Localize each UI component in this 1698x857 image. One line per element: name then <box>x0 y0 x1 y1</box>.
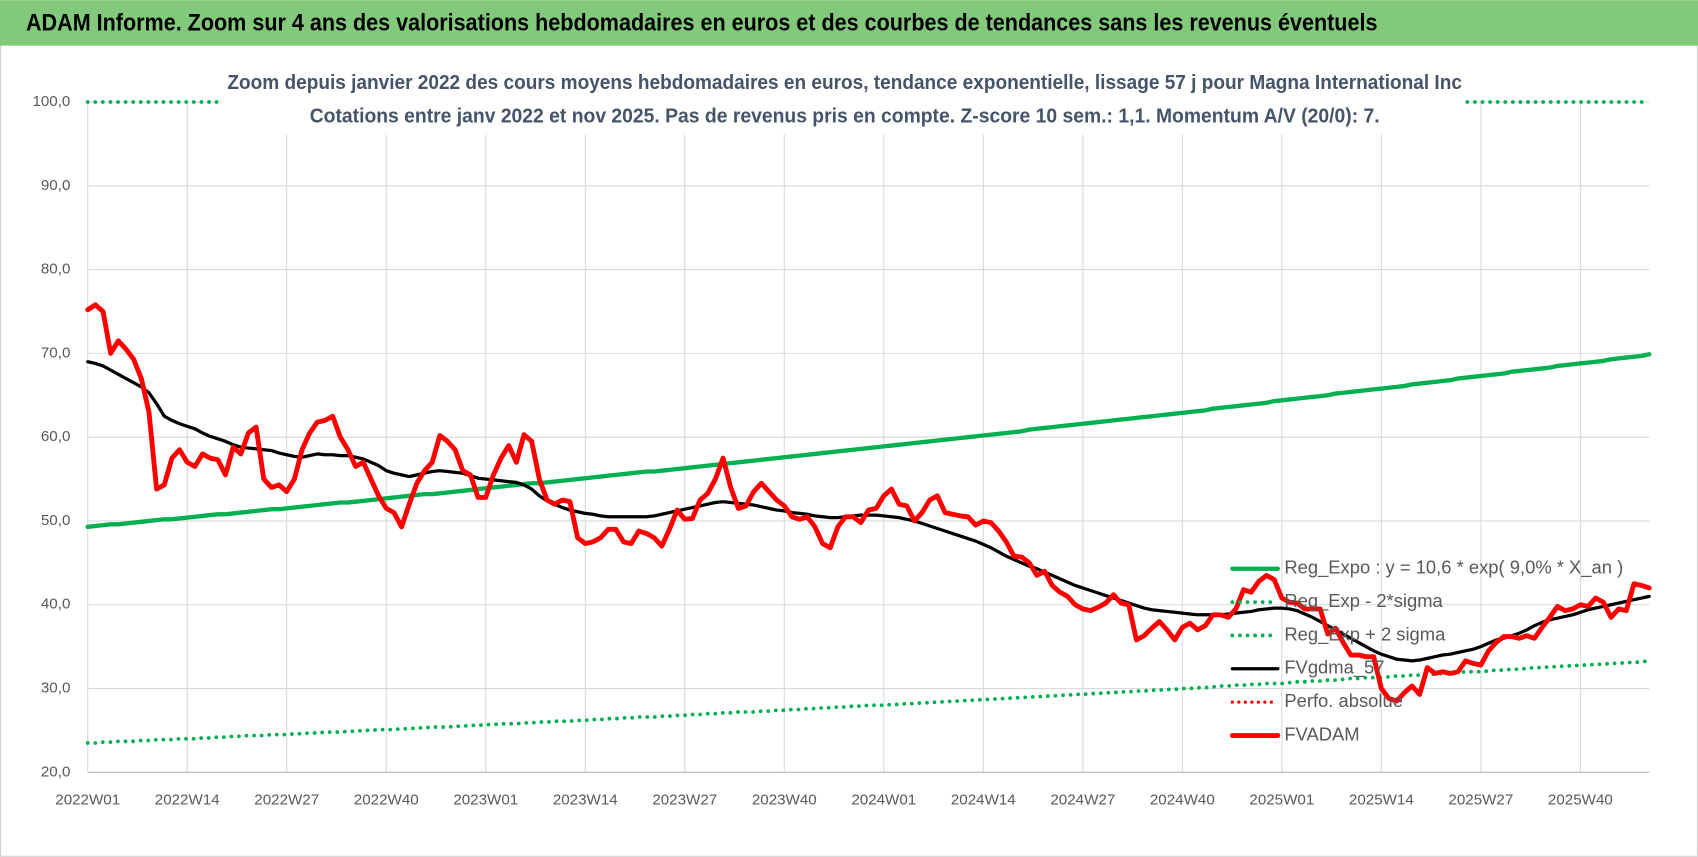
chart-subtitle: Cotations entre janv 2022 et nov 2025. P… <box>310 105 1380 128</box>
y-tick-label: 70,0 <box>41 344 71 361</box>
y-tick-label: 50,0 <box>41 512 71 529</box>
x-tick-label: 2025W40 <box>1548 791 1613 808</box>
x-tick-label: 2023W01 <box>453 791 518 808</box>
y-tick-label: 30,0 <box>41 680 71 697</box>
legend-label: Reg_Exp + 2 sigma <box>1284 623 1446 645</box>
x-tick-label: 2025W01 <box>1249 791 1314 808</box>
x-tick-label: 2023W14 <box>553 791 618 808</box>
legend-label: Reg_Exp - 2*sigma <box>1284 590 1443 612</box>
banner-bar <box>0 0 1698 46</box>
x-tick-label: 2024W01 <box>851 791 916 808</box>
y-tick-label: 80,0 <box>41 261 71 278</box>
x-tick-label: 2023W27 <box>652 791 717 808</box>
y-tick-label: 60,0 <box>41 428 71 445</box>
x-tick-label: 2024W27 <box>1050 791 1115 808</box>
y-tick-label: 20,0 <box>41 763 71 780</box>
y-tick-label: 40,0 <box>41 596 71 613</box>
x-tick-label: 2024W40 <box>1150 791 1215 808</box>
x-tick-label: 2024W14 <box>951 791 1016 808</box>
banner-title: ADAM Informe. Zoom sur 4 ans des valoris… <box>26 9 1377 36</box>
title-box <box>221 65 1466 135</box>
series-line <box>85 658 1652 745</box>
x-tick-label: 2022W40 <box>354 791 419 808</box>
x-tick-label: 2022W01 <box>55 791 120 808</box>
y-tick-label: 100,0 <box>32 93 70 110</box>
x-tick-label: 2022W14 <box>155 791 220 808</box>
legend: Reg_Expo : y = 10,6 * exp( 9,0% * X_an )… <box>1229 557 1623 744</box>
legend-label: Perfo. absolue <box>1284 690 1403 711</box>
chart-title: Zoom depuis janvier 2022 des cours moyen… <box>227 71 1462 94</box>
series-line <box>85 302 1652 704</box>
legend-label: Reg_Expo : y = 10,6 * exp( 9,0% * X_an ) <box>1284 557 1623 579</box>
x-tick-label: 2025W27 <box>1448 791 1513 808</box>
y-tick-label: 90,0 <box>41 177 71 194</box>
x-tick-label: 2023W40 <box>752 791 817 808</box>
legend-label: FVgdma_57 <box>1284 657 1384 679</box>
x-tick-label: 2022W27 <box>254 791 319 808</box>
legend-label: FVADAM <box>1284 723 1359 744</box>
x-tick-label: 2025W14 <box>1349 791 1414 808</box>
series-line <box>85 352 1652 529</box>
